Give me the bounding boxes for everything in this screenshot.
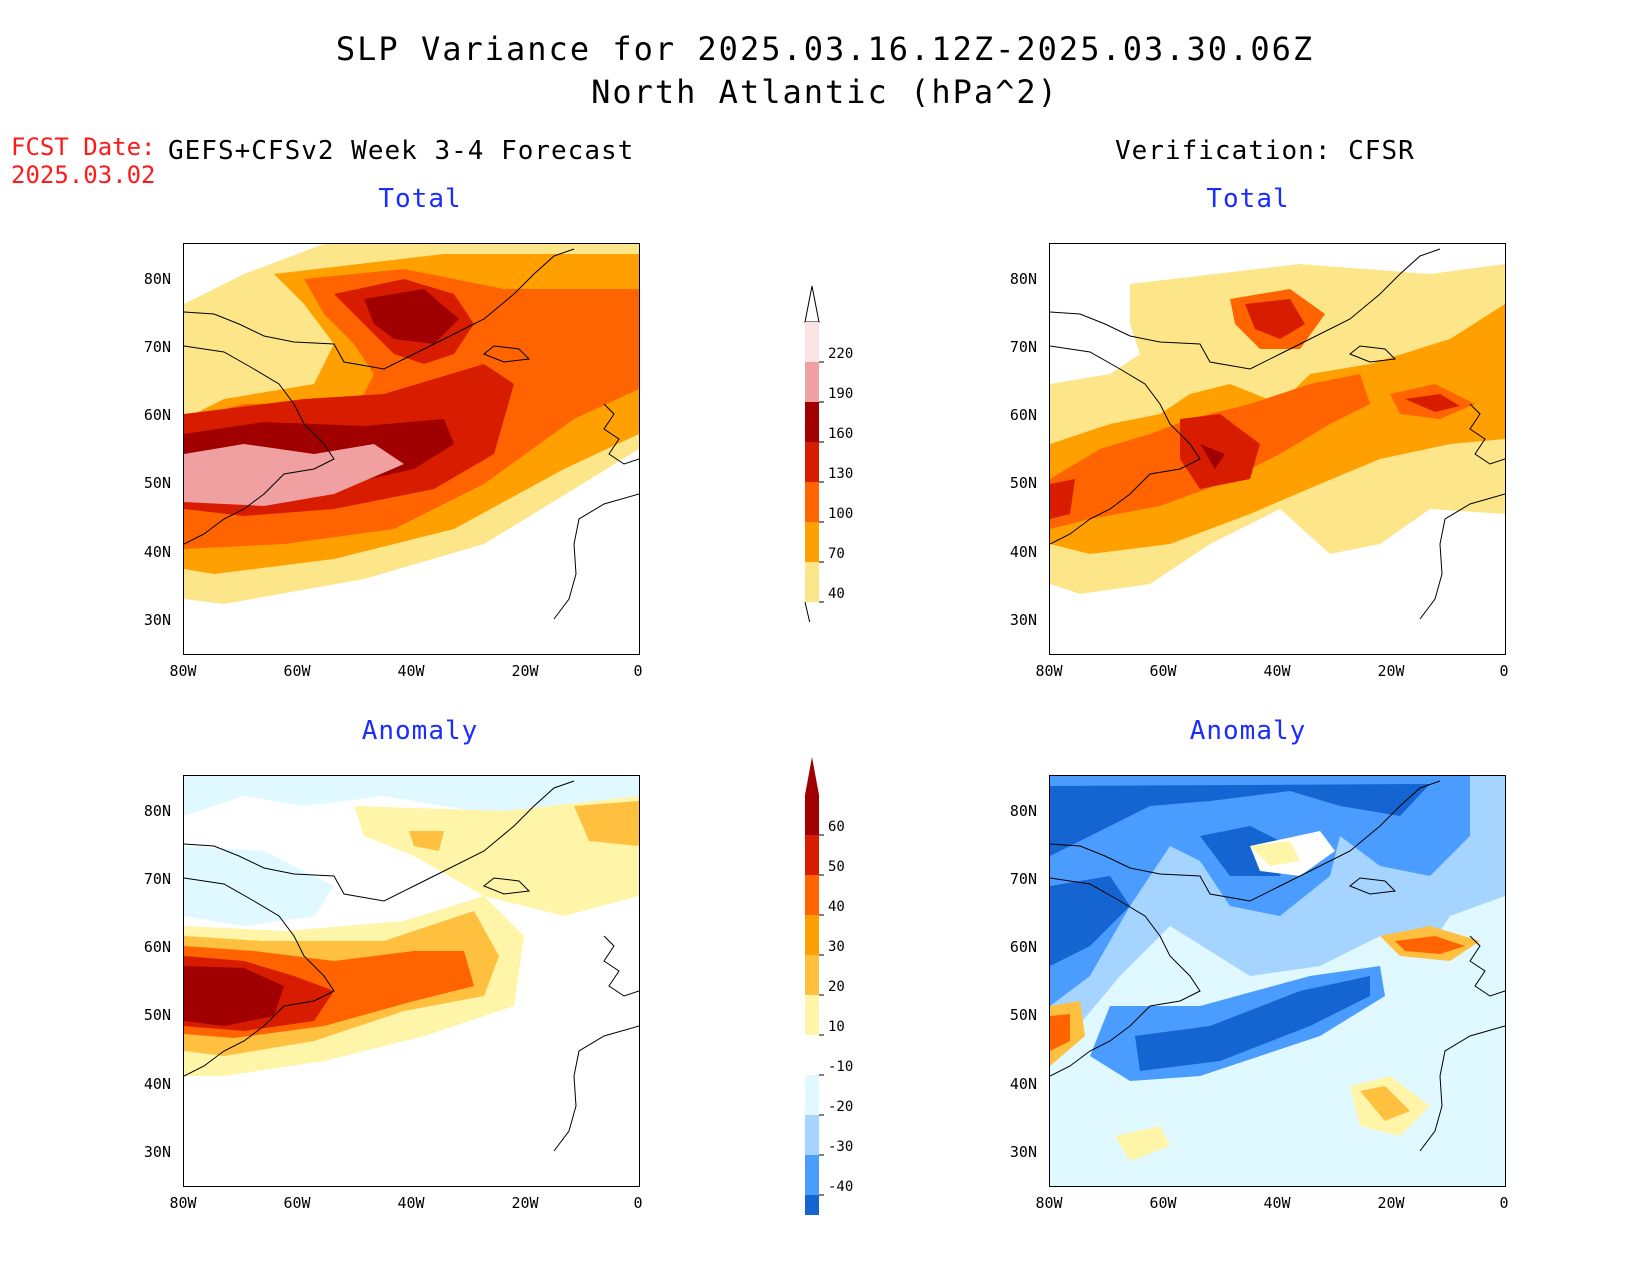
lon-label: 40W: [1263, 1194, 1291, 1212]
colorbar-total-swatch: [805, 442, 819, 482]
lat-label: 30N: [1009, 1143, 1037, 1161]
colorbar-anomaly-swatch: [805, 795, 819, 835]
colorbar-anomaly-label: 20: [828, 979, 845, 995]
lon-label: 60W: [1149, 1194, 1177, 1212]
lat-label: 80N: [143, 802, 171, 820]
lon-label: 20W: [511, 1194, 539, 1212]
panel-title-forecast-total: Total: [378, 184, 462, 214]
colorbar-anomaly-swatch: [805, 1075, 819, 1115]
colorbar-total-swatch: [805, 362, 819, 402]
colorbar-total-label: 100: [828, 506, 853, 522]
colorbar-anomaly-swatch: [805, 1155, 819, 1195]
colorbar-anomaly-label: 30: [828, 939, 845, 955]
lat-label: 70N: [1009, 870, 1037, 888]
panel-title-forecast-anomaly: Anomaly: [361, 716, 479, 746]
lon-label: 80W: [169, 1194, 197, 1212]
lon-label: 40W: [397, 1194, 425, 1212]
lat-label: 70N: [143, 870, 171, 888]
lat-label: 70N: [1009, 338, 1037, 356]
lon-label: 20W: [1377, 1194, 1405, 1212]
lat-label: 80N: [1009, 270, 1037, 288]
lat-label: 30N: [143, 611, 171, 629]
colorbar-anomaly-label: -30: [828, 1139, 853, 1155]
colorbar-total-label: 70: [828, 546, 845, 562]
colorbar-anomaly-label: -20: [828, 1099, 853, 1115]
colorbar-anomaly-label: 50: [828, 859, 845, 875]
fcst-date-label: FCST Date:: [11, 133, 156, 161]
main-subtitle: North Atlantic (hPa^2): [591, 73, 1059, 111]
lat-label: 40N: [143, 543, 171, 561]
colorbar-anomaly-swatch: [805, 995, 819, 1035]
lon-label: 40W: [1263, 662, 1291, 680]
lat-label: 40N: [143, 1075, 171, 1093]
colorbar-anomaly-top-triangle: [805, 757, 819, 795]
colorbar-total: 220 190 160 130 100 70 40: [804, 285, 853, 622]
colorbar-anomaly: 60 50 40 30 20 10 -10 -20 -30 -40: [805, 757, 853, 1215]
lat-label: 30N: [143, 1143, 171, 1161]
lon-label: 80W: [1035, 1194, 1063, 1212]
map-verification-anomaly: [1049, 775, 1506, 1187]
panel-title-verification-anomaly: Anomaly: [1189, 716, 1307, 746]
forecast-header: GEFS+CFSv2 Week 3-4 Forecast: [168, 136, 635, 166]
colorbar-anomaly-label: -10: [828, 1059, 853, 1075]
main-title: SLP Variance for 2025.03.16.12Z-2025.03.…: [335, 30, 1315, 68]
lat-label: 60N: [143, 406, 171, 424]
lat-label: 50N: [1009, 474, 1037, 492]
colorbar-anomaly-swatch: [805, 1195, 819, 1215]
map-forecast-total: [183, 243, 640, 655]
colorbar-total-swatch: [805, 322, 819, 362]
colorbar-total-label: 40: [828, 586, 845, 602]
colorbar-total-label: 220: [828, 346, 853, 362]
lat-label: 60N: [143, 938, 171, 956]
colorbar-total-swatch: [805, 562, 819, 602]
lat-label: 80N: [1009, 802, 1037, 820]
colorbar-total-swatch: [805, 482, 819, 522]
colorbar-anomaly-swatch: [805, 1115, 819, 1155]
colorbar-anomaly-label: 10: [828, 1019, 845, 1035]
colorbar-anomaly-swatch: [805, 915, 819, 955]
lat-label: 60N: [1009, 938, 1037, 956]
lat-label: 50N: [143, 474, 171, 492]
colorbar-total-top-triangle: [804, 285, 820, 323]
lat-label: 40N: [1009, 543, 1037, 561]
lat-label: 60N: [1009, 406, 1037, 424]
lat-label: 30N: [1009, 611, 1037, 629]
colorbar-anomaly-label: -40: [828, 1179, 853, 1195]
colorbar-anomaly-label: 60: [828, 819, 845, 835]
verification-header: Verification: CFSR: [1115, 136, 1415, 166]
colorbar-total-label: 190: [828, 386, 853, 402]
colorbar-anomaly-swatch: [805, 875, 819, 915]
colorbar-total-label: 160: [828, 426, 853, 442]
lat-label: 80N: [143, 270, 171, 288]
colorbar-anomaly-swatch: [805, 835, 819, 875]
colorbar-total-label: 130: [828, 466, 853, 482]
lon-label: 60W: [1149, 662, 1177, 680]
lon-label: 60W: [283, 662, 311, 680]
colorbar-total-swatch: [805, 402, 819, 442]
map-forecast-anomaly: [183, 775, 640, 1187]
colorbar-total-swatch: [805, 522, 819, 562]
lon-label: 80W: [169, 662, 197, 680]
lon-label: 20W: [1377, 662, 1405, 680]
lat-label: 50N: [143, 1006, 171, 1024]
panel-title-verification-total: Total: [1206, 184, 1290, 214]
map-verification-total: [1049, 243, 1506, 655]
lat-label: 70N: [143, 338, 171, 356]
lon-label: 80W: [1035, 662, 1063, 680]
colorbar-total-bottom-tip: [804, 601, 811, 622]
colorbar-anomaly-label: 40: [828, 899, 845, 915]
lon-label: 0: [1499, 662, 1509, 680]
colorbar-anomaly-swatch: [805, 1035, 819, 1075]
lon-label: 0: [633, 662, 643, 680]
lat-label: 50N: [1009, 1006, 1037, 1024]
lon-label: 60W: [283, 1194, 311, 1212]
lon-label: 40W: [397, 662, 425, 680]
lat-label: 40N: [1009, 1075, 1037, 1093]
lon-label: 20W: [511, 662, 539, 680]
lon-label: 0: [633, 1194, 643, 1212]
fcst-date-value: 2025.03.02: [11, 161, 156, 189]
colorbar-anomaly-swatch: [805, 955, 819, 995]
lon-label: 0: [1499, 1194, 1509, 1212]
